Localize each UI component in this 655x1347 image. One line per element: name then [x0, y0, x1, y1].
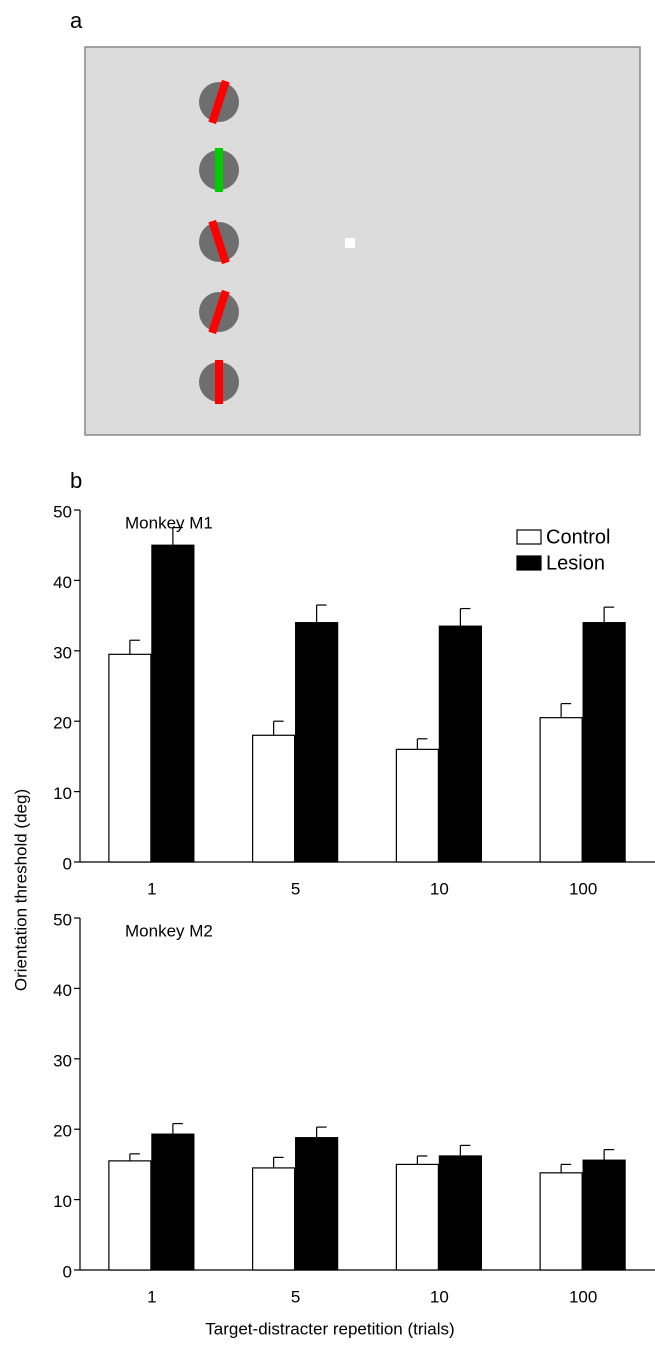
x-axis-label: Target-distracter repetition (trials)	[205, 1319, 454, 1338]
grating	[199, 79, 239, 125]
x-tick-label: 100	[569, 879, 597, 898]
y-tick-label: 40	[53, 981, 72, 1000]
legend-label: Control	[546, 526, 610, 548]
grating	[199, 219, 239, 265]
bar	[539, 1172, 583, 1271]
bar	[395, 1163, 439, 1271]
legend-swatch	[516, 555, 542, 571]
bar	[438, 1155, 482, 1271]
y-tick-label: 20	[53, 714, 72, 733]
grating	[199, 360, 239, 404]
bar	[539, 717, 583, 863]
bar	[151, 1133, 195, 1271]
y-tick-label: 30	[53, 1051, 72, 1070]
y-tick-label: 10	[53, 1192, 72, 1211]
x-tick-label: 10	[430, 1287, 449, 1306]
x-tick-label: 5	[291, 1287, 300, 1306]
bar	[108, 653, 152, 863]
y-tick-label: 10	[53, 784, 72, 803]
x-tick-label: 100	[569, 1287, 597, 1306]
panel-label: a	[70, 8, 83, 33]
x-tick-label: 1	[147, 1287, 156, 1306]
y-tick-label: 50	[53, 910, 72, 929]
y-tick-label: 30	[53, 643, 72, 662]
bar	[582, 622, 626, 863]
legend-swatch	[516, 529, 542, 545]
bar	[151, 544, 195, 863]
bar	[252, 1167, 296, 1271]
y-axis-label: Orientation threshold (deg)	[11, 789, 30, 991]
chart-title: Monkey M2	[125, 921, 213, 940]
bar	[252, 734, 296, 863]
bar	[395, 748, 439, 863]
fixation-point	[345, 238, 355, 248]
y-tick-label: 50	[53, 502, 72, 521]
y-tick-label: 40	[53, 573, 72, 592]
x-tick-label: 1	[147, 879, 156, 898]
grating	[199, 289, 239, 335]
screen	[84, 46, 641, 436]
panel-label: b	[70, 468, 82, 493]
y-tick-label: 0	[63, 854, 72, 873]
legend-label: Lesion	[546, 552, 605, 574]
bar	[295, 622, 339, 863]
chart-title: Monkey M1	[125, 513, 213, 532]
bar	[295, 1137, 339, 1271]
bar	[108, 1160, 152, 1271]
stimulus-display	[84, 46, 641, 436]
bar	[582, 1159, 626, 1271]
y-tick-label: 20	[53, 1122, 72, 1141]
bar	[438, 625, 482, 863]
x-tick-label: 10	[430, 879, 449, 898]
x-tick-label: 5	[291, 879, 300, 898]
grating	[199, 148, 239, 192]
y-tick-label: 0	[63, 1262, 72, 1281]
